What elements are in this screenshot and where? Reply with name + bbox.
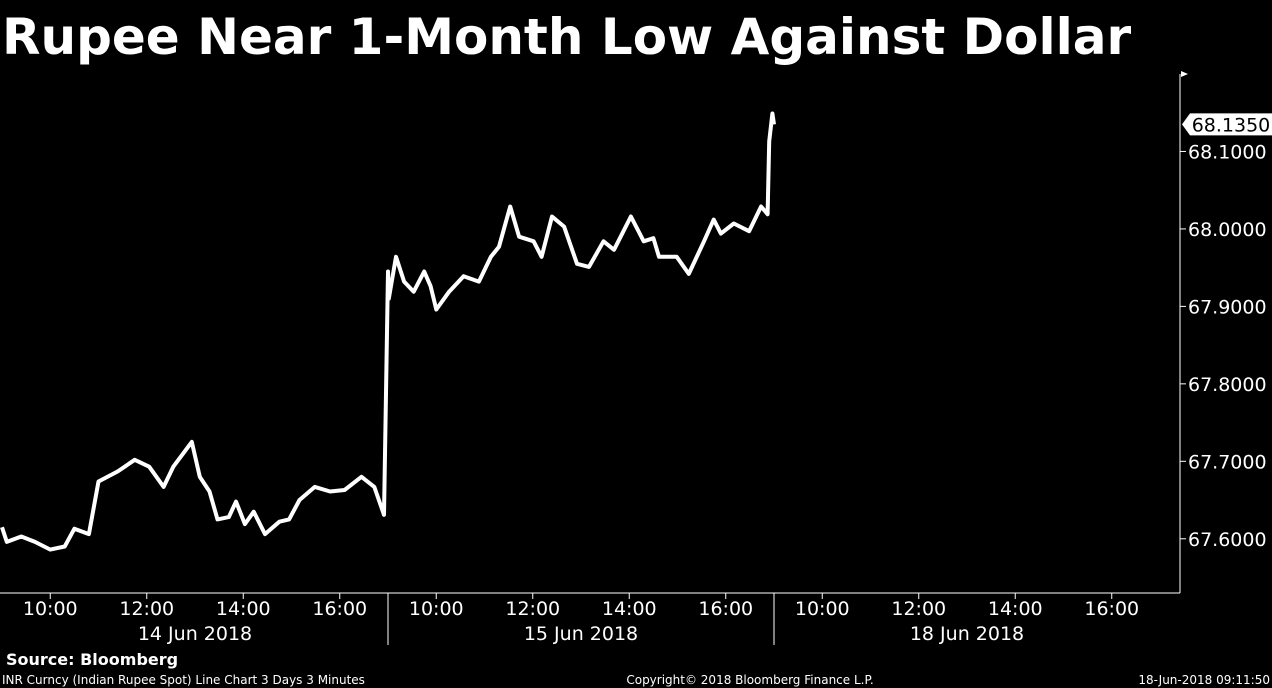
x-day-label: 15 Jun 2018 [524,623,638,645]
y-tick-label: 67.8000 [1188,374,1267,396]
x-tick-label: 16:00 [312,598,367,620]
x-tick-label: 10:00 [23,598,78,620]
y-tick-label: 68.0000 [1188,219,1267,241]
x-tick-label: 12:00 [505,598,560,620]
axis-arrow [1181,71,1188,77]
footer-right: 18-Jun-2018 09:11:50 [1138,673,1270,687]
x-day-label: 18 Jun 2018 [910,623,1024,645]
last-value-tag [1182,113,1272,136]
footer-left: INR Curncy (Indian Rupee Spot) Line Char… [2,673,365,687]
y-tick-label: 68.1000 [1188,141,1267,163]
chart-title: Rupee Near 1-Month Low Against Dollar [2,8,1132,66]
x-tick-label: 12:00 [891,598,946,620]
source: Source: Bloomberg [6,650,178,669]
x-tick-label: 16:00 [698,598,753,620]
y-tick-label: 67.7000 [1188,451,1267,473]
y-tick-label: 67.9000 [1188,296,1267,318]
footer-center: Copyright© 2018 Bloomberg Finance L.P. [626,673,873,687]
x-tick-label: 12:00 [119,598,174,620]
x-tick-label: 16:00 [1084,598,1139,620]
last-value-label: 68.1350 [1192,114,1271,136]
x-tick-label: 14:00 [216,598,271,620]
x-tick-label: 10:00 [409,598,464,620]
x-tick-label: 14:00 [602,598,657,620]
x-day-label: 14 Jun 2018 [138,623,252,645]
x-tick-label: 10:00 [795,598,850,620]
y-tick-label: 67.6000 [1188,529,1267,551]
x-tick-label: 14:00 [988,598,1043,620]
price-line [0,111,776,552]
